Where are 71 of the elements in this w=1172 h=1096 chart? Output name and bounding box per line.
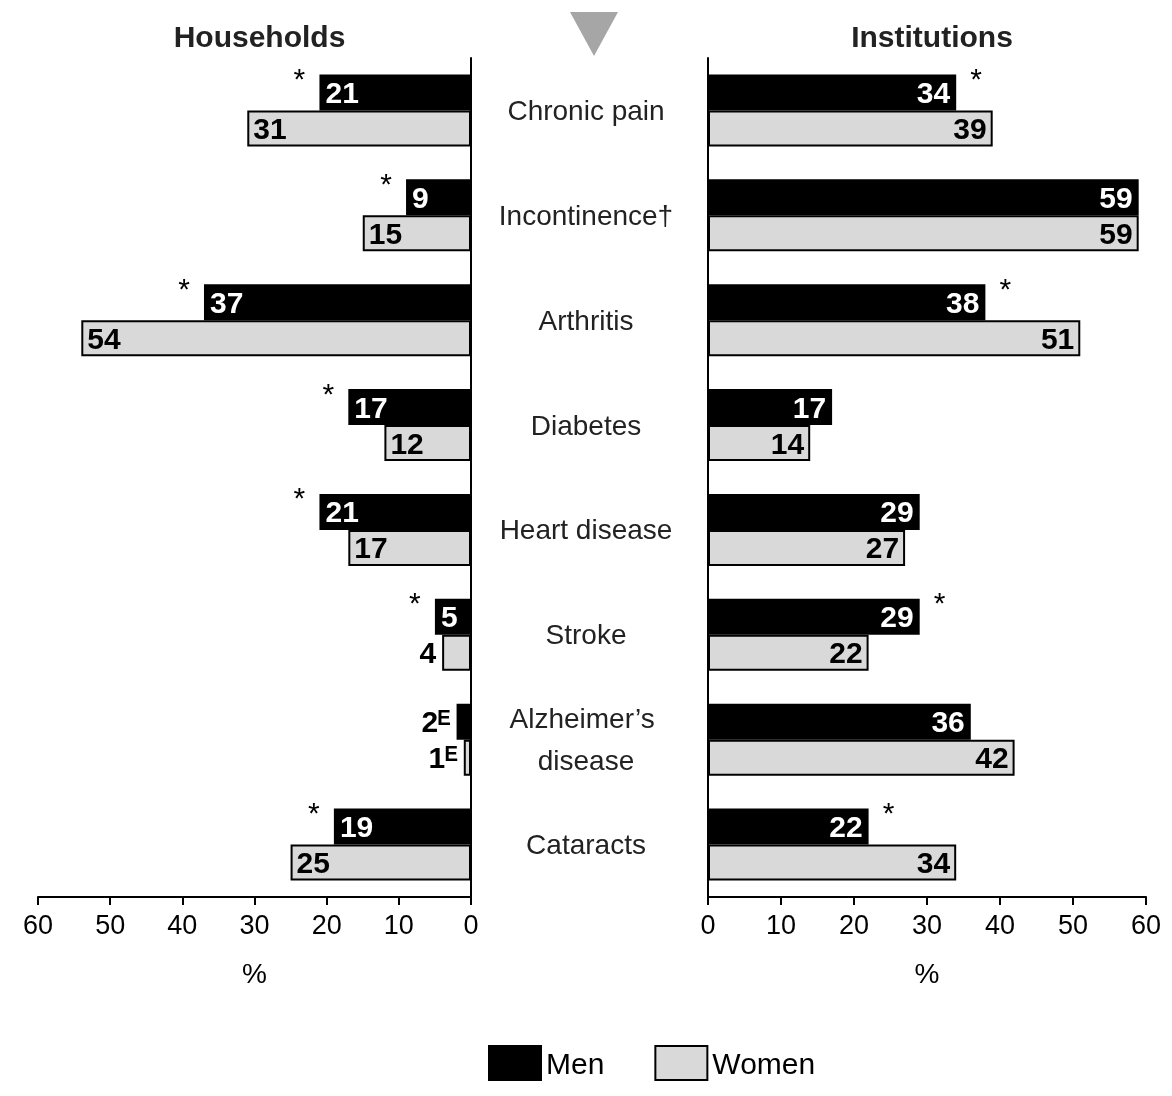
data-label: 17 (354, 390, 388, 424)
data-label: 1ᴱ (428, 741, 458, 775)
data-label: 34 (916, 75, 951, 109)
y-tick-label: Arthritis (538, 304, 634, 336)
x-tick-label: 50 (95, 909, 126, 940)
x-tick-label: 30 (911, 909, 943, 940)
x-tick-label: 30 (239, 909, 270, 940)
data-label: 29 (880, 495, 914, 529)
chart-title: Households (173, 19, 346, 53)
data-label: 29 (880, 600, 914, 634)
annotation: * (380, 166, 393, 200)
data-label: 4 (419, 636, 437, 670)
data-label: 38 (946, 285, 980, 319)
data-label: 17 (354, 531, 388, 565)
x-tick-label: 10 (383, 909, 414, 940)
x-tick-label: 20 (838, 909, 870, 940)
annotation: * (293, 61, 306, 95)
annotation: * (178, 271, 191, 305)
legend-label: Men (546, 1046, 605, 1080)
x-tick-label: 60 (22, 909, 54, 940)
data-label: 21 (325, 495, 359, 529)
x-tick-label: 20 (311, 909, 342, 940)
annotation: * (409, 586, 422, 620)
data-label: 37 (209, 285, 244, 319)
annotation: * (322, 376, 335, 410)
y-tick-label: Alzheimer’s disease (509, 703, 663, 777)
x-axis-title: % (914, 957, 940, 989)
annotation: * (933, 586, 946, 620)
x-tick-label: 50 (1057, 909, 1089, 940)
data-label: 34 (916, 846, 951, 880)
data-label: 42 (975, 741, 1009, 775)
data-label: 15 (368, 216, 403, 250)
data-label: 59 (1099, 216, 1133, 250)
annotation: * (970, 61, 983, 95)
data-label: 36 (931, 705, 965, 739)
x-tick-label: 0 (700, 909, 716, 940)
data-label: 39 (953, 111, 987, 145)
data-label: 12 (390, 426, 424, 460)
y-tick-label: Chronic pain (507, 94, 665, 126)
y-tick-label: Heart disease (499, 514, 673, 546)
x-tick-label: 0 (463, 909, 479, 940)
data-label: 21 (325, 75, 359, 109)
data-label: 22 (829, 810, 863, 844)
annotation: * (293, 481, 306, 515)
annotation: * (308, 796, 321, 830)
data-label: 14 (770, 426, 805, 460)
data-label: 31 (253, 111, 287, 145)
annotation: * (882, 796, 895, 830)
legend-label: Women (712, 1046, 816, 1080)
x-axis-title: % (242, 957, 267, 989)
y-tick-label: Cataracts (526, 829, 646, 861)
data-label: 59 (1099, 180, 1133, 214)
data-label: 9 (412, 180, 429, 214)
data-label: 19 (339, 810, 374, 844)
chart-title: Institutions (851, 19, 1013, 53)
data-label: 51 (1040, 321, 1075, 355)
data-label: 25 (296, 846, 330, 880)
x-tick-label: 40 (984, 909, 1016, 940)
y-tick-label: Stroke (545, 619, 627, 651)
data-label: 22 (829, 636, 863, 670)
data-label: 27 (865, 531, 900, 565)
x-tick-label: 60 (1130, 909, 1162, 940)
x-tick-label: 10 (765, 909, 797, 940)
data-label: 2ᴱ (421, 705, 451, 739)
x-tick-label: 40 (167, 909, 198, 940)
y-tick-label: Diabetes (530, 409, 642, 441)
data-label: 54 (87, 321, 121, 355)
data-label: 5 (440, 600, 458, 634)
data-label: 17 (792, 390, 827, 424)
annotation: * (999, 271, 1012, 305)
y-tick-label: Incontinence† (498, 199, 674, 231)
